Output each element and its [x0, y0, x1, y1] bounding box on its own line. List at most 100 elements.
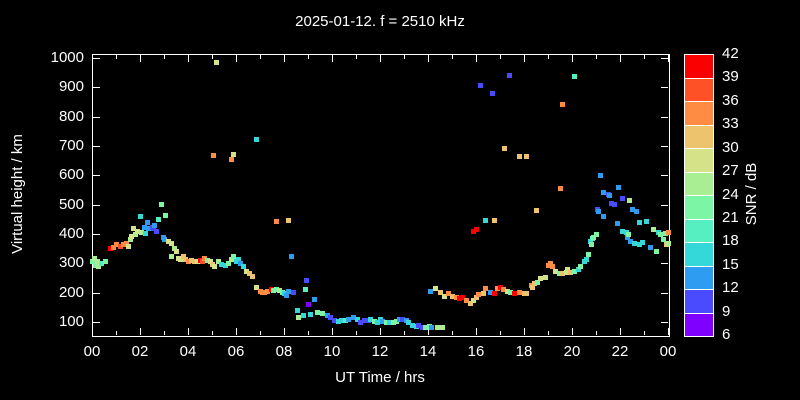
x-tick	[452, 55, 453, 59]
data-point	[231, 151, 237, 157]
data-point	[387, 319, 393, 325]
data-point	[593, 232, 599, 238]
data-point	[132, 231, 138, 237]
data-point	[565, 266, 571, 272]
x-tick	[668, 55, 669, 62]
data-point	[208, 258, 214, 264]
x-tick	[644, 55, 645, 59]
x-tick-label: 04	[179, 343, 197, 360]
x-tick	[260, 331, 261, 335]
data-point	[623, 229, 629, 235]
data-point	[265, 288, 271, 294]
data-point	[432, 285, 438, 291]
data-point	[543, 274, 549, 280]
data-point	[651, 226, 657, 232]
data-point	[439, 325, 445, 331]
y-tick	[93, 87, 100, 88]
data-point	[202, 255, 208, 261]
data-point	[665, 229, 671, 235]
data-point	[435, 324, 441, 330]
data-point	[307, 311, 313, 317]
data-point	[598, 172, 604, 178]
data-point	[631, 240, 637, 246]
data-point	[480, 290, 486, 296]
y-tick-label: 300	[58, 254, 84, 272]
data-point	[640, 239, 646, 245]
data-point	[625, 232, 631, 238]
data-point	[113, 242, 119, 248]
data-point	[478, 82, 484, 88]
y-tick-label: 700	[58, 137, 84, 155]
data-point	[658, 231, 664, 237]
data-point	[231, 254, 237, 260]
x-tick	[548, 331, 549, 335]
colorbar-segment	[685, 265, 713, 289]
colorbar-tick-label: 36	[722, 91, 739, 109]
data-point	[139, 229, 145, 235]
colorbar-segment	[685, 289, 713, 313]
data-point	[152, 222, 158, 228]
data-point	[471, 228, 477, 234]
data-point	[274, 218, 280, 224]
data-point	[158, 201, 164, 207]
x-tick	[188, 55, 189, 62]
data-point	[342, 317, 348, 323]
data-point	[94, 259, 100, 265]
colorbar-tick-label: 9	[722, 302, 731, 320]
data-point	[588, 242, 594, 248]
x-tick	[308, 331, 309, 335]
data-point	[390, 320, 396, 326]
data-point	[169, 254, 175, 260]
data-point	[295, 308, 301, 314]
x-tick	[380, 328, 381, 335]
data-point	[191, 258, 197, 264]
x-tick	[164, 55, 165, 59]
x-tick-label: 00	[83, 343, 101, 360]
colorbar-tick-label: 42	[722, 45, 739, 62]
data-point	[90, 259, 96, 265]
x-tick	[164, 331, 165, 335]
colorbar-segment	[685, 312, 713, 336]
data-point	[415, 322, 421, 328]
x-tick	[548, 55, 549, 59]
x-tick	[116, 331, 117, 335]
y-tick	[661, 146, 668, 147]
data-point	[501, 286, 507, 292]
y-tick-label: 500	[58, 195, 84, 213]
data-point	[606, 192, 612, 198]
data-point	[324, 312, 330, 318]
data-point	[611, 201, 617, 207]
data-point	[575, 266, 581, 272]
data-point	[507, 72, 513, 78]
colorbar-tick-label: 18	[722, 232, 739, 250]
data-point	[497, 284, 503, 290]
data-point	[409, 322, 415, 328]
data-point	[660, 237, 666, 243]
colorbar-tick-label: 12	[722, 279, 739, 297]
data-point	[183, 256, 189, 262]
data-point	[534, 279, 540, 285]
x-tick	[356, 331, 357, 335]
data-point	[225, 260, 231, 266]
data-point	[222, 262, 228, 268]
data-point	[383, 320, 389, 326]
y-tick	[93, 146, 100, 147]
colorbar-segment	[685, 124, 713, 148]
data-point	[125, 243, 131, 249]
data-point	[142, 230, 148, 236]
data-point	[339, 317, 345, 323]
data-point	[99, 260, 105, 266]
data-point	[96, 264, 102, 270]
data-point	[427, 288, 433, 294]
data-point	[205, 257, 211, 263]
data-point	[296, 314, 302, 320]
data-point	[456, 295, 462, 301]
x-tick	[308, 55, 309, 59]
x-tick	[596, 331, 597, 335]
x-tick	[524, 328, 525, 335]
x-tick	[644, 331, 645, 335]
x-tick	[284, 328, 285, 335]
colorbar-tick-label: 15	[722, 255, 739, 273]
data-point	[511, 290, 517, 296]
